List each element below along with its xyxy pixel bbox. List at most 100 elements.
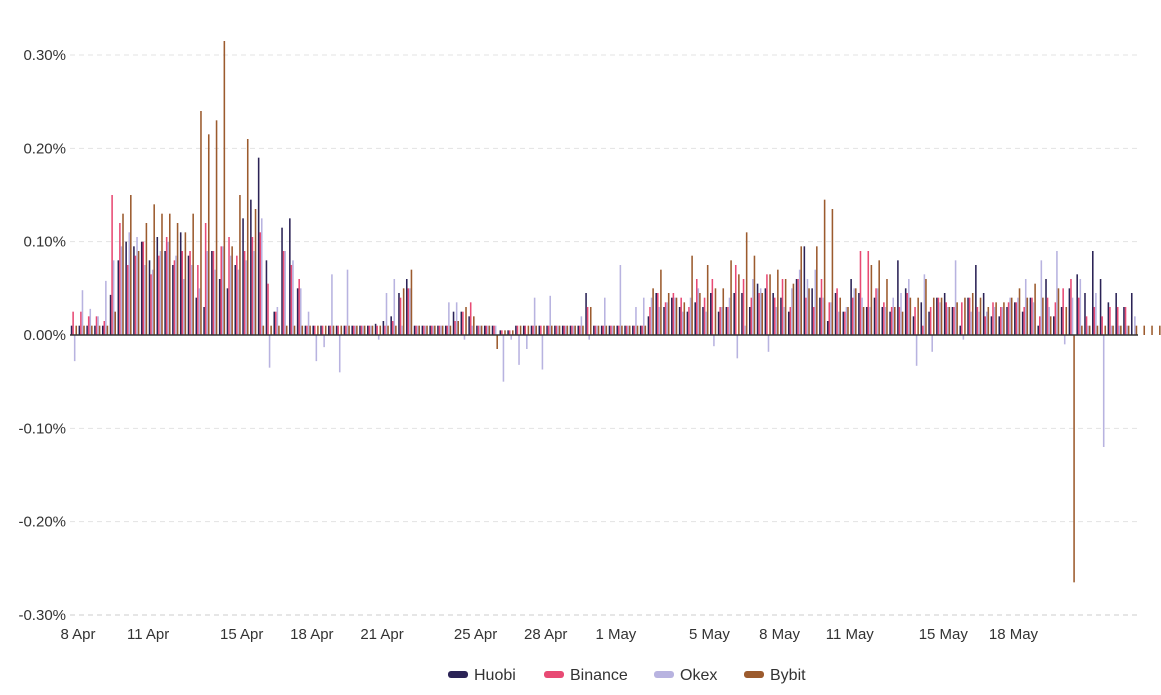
bar-okex[interactable] xyxy=(1056,251,1058,335)
bar-binance[interactable] xyxy=(259,232,261,335)
bar-huobi[interactable] xyxy=(468,316,470,335)
bar-bybit[interactable] xyxy=(558,325,561,335)
bar-huobi[interactable] xyxy=(1053,316,1055,335)
bar-huobi[interactable] xyxy=(975,265,977,335)
bar-binance[interactable] xyxy=(734,265,737,335)
bar-okex[interactable] xyxy=(900,293,902,335)
bar-binance[interactable] xyxy=(438,325,441,335)
bar-bybit[interactable] xyxy=(262,325,265,335)
bar-bybit[interactable] xyxy=(699,293,701,335)
bar-okex[interactable] xyxy=(393,279,396,335)
bar-huobi[interactable] xyxy=(982,293,985,335)
bar-binance[interactable] xyxy=(586,307,589,335)
bar-huobi[interactable] xyxy=(164,251,166,335)
bar-huobi[interactable] xyxy=(405,279,408,335)
bar-bybit[interactable] xyxy=(753,255,756,335)
bar-binance[interactable] xyxy=(883,302,885,335)
bar-okex[interactable] xyxy=(237,269,240,335)
bar-okex[interactable] xyxy=(401,325,403,335)
bar-binance[interactable] xyxy=(368,325,371,335)
bar-okex[interactable] xyxy=(666,302,668,335)
bar-binance[interactable] xyxy=(462,311,464,335)
bar-binance[interactable] xyxy=(204,223,207,335)
bar-binance[interactable] xyxy=(360,325,363,335)
bar-huobi[interactable] xyxy=(1115,293,1117,335)
bar-huobi[interactable] xyxy=(733,293,735,335)
bar-bybit[interactable] xyxy=(1135,325,1138,335)
bar-binance[interactable] xyxy=(228,237,230,335)
bar-binance[interactable] xyxy=(485,325,488,335)
bar-okex[interactable] xyxy=(681,311,684,335)
bar-huobi[interactable] xyxy=(1123,307,1125,335)
bar-binance[interactable] xyxy=(781,279,784,335)
bar-bybit[interactable] xyxy=(550,325,553,335)
bar-binance[interactable] xyxy=(1039,316,1041,335)
legend[interactable]: Huobi Binance Okex Bybit xyxy=(448,667,806,684)
bar-huobi[interactable] xyxy=(234,265,237,335)
bar-binance[interactable] xyxy=(134,255,137,335)
bar-huobi[interactable] xyxy=(694,302,696,335)
bar-huobi[interactable] xyxy=(710,293,712,335)
bar-binance[interactable] xyxy=(929,307,932,335)
bar-huobi[interactable] xyxy=(476,325,478,335)
bar-bybit[interactable] xyxy=(1112,325,1114,335)
bar-bybit[interactable] xyxy=(839,297,841,335)
bar-okex[interactable] xyxy=(985,311,988,335)
bar-binance[interactable] xyxy=(282,251,285,335)
bar-huobi[interactable] xyxy=(374,323,377,335)
bar-bybit[interactable] xyxy=(800,246,803,335)
bar-okex[interactable] xyxy=(338,335,341,373)
bar-okex[interactable] xyxy=(260,218,263,335)
bar-okex[interactable] xyxy=(268,335,271,368)
bar-bybit[interactable] xyxy=(948,307,951,335)
bar-huobi[interactable] xyxy=(125,241,127,335)
bar-binance[interactable] xyxy=(275,311,277,335)
bar-binance[interactable] xyxy=(641,325,643,335)
bar-okex[interactable] xyxy=(884,307,887,335)
bar-bybit[interactable] xyxy=(176,223,179,335)
bar-bybit[interactable] xyxy=(1026,297,1029,335)
bar-binance[interactable] xyxy=(212,251,215,335)
bar-okex[interactable] xyxy=(1001,307,1004,335)
bar-huobi[interactable] xyxy=(834,293,837,335)
bar-binance[interactable] xyxy=(1046,297,1049,335)
bar-huobi[interactable] xyxy=(998,316,1001,335)
bar-bybit[interactable] xyxy=(457,321,459,335)
bar-bybit[interactable] xyxy=(870,265,873,335)
bar-huobi[interactable] xyxy=(1092,251,1094,335)
bar-huobi[interactable] xyxy=(811,288,813,335)
bar-okex[interactable] xyxy=(611,325,614,335)
bar-bybit[interactable] xyxy=(995,302,997,335)
bar-bybit[interactable] xyxy=(309,325,311,335)
bar-okex[interactable] xyxy=(1126,325,1128,335)
bar-binance[interactable] xyxy=(836,288,838,335)
bar-okex[interactable] xyxy=(954,260,957,335)
bar-okex[interactable] xyxy=(783,307,785,335)
bar-okex[interactable] xyxy=(416,325,419,335)
bar-binance[interactable] xyxy=(251,237,254,335)
bar-huobi[interactable] xyxy=(756,283,759,335)
bar-okex[interactable] xyxy=(642,297,645,335)
bar-bybit[interactable] xyxy=(605,325,608,335)
bar-okex[interactable] xyxy=(572,325,575,335)
bar-huobi[interactable] xyxy=(211,251,213,335)
bar-binance[interactable] xyxy=(1000,307,1002,335)
bar-okex[interactable] xyxy=(549,295,551,335)
bar-okex[interactable] xyxy=(354,325,357,335)
bar-binance[interactable] xyxy=(672,293,675,335)
bar-okex[interactable] xyxy=(1040,260,1043,335)
bar-huobi[interactable] xyxy=(897,260,899,335)
bar-okex[interactable] xyxy=(1024,279,1027,335)
bar-okex[interactable] xyxy=(541,335,544,370)
bar-okex[interactable] xyxy=(105,280,107,335)
bar-okex[interactable] xyxy=(1048,307,1050,335)
bar-bybit[interactable] xyxy=(574,325,576,335)
bar-bybit[interactable] xyxy=(730,260,732,335)
bar-bybit[interactable] xyxy=(1120,325,1122,335)
bar-okex[interactable] xyxy=(892,297,894,335)
bar-binance[interactable] xyxy=(532,325,534,335)
bar-okex[interactable] xyxy=(650,297,653,335)
bar-bybit[interactable] xyxy=(207,134,210,335)
bar-bybit[interactable] xyxy=(652,288,654,335)
bar-okex[interactable] xyxy=(128,232,131,335)
